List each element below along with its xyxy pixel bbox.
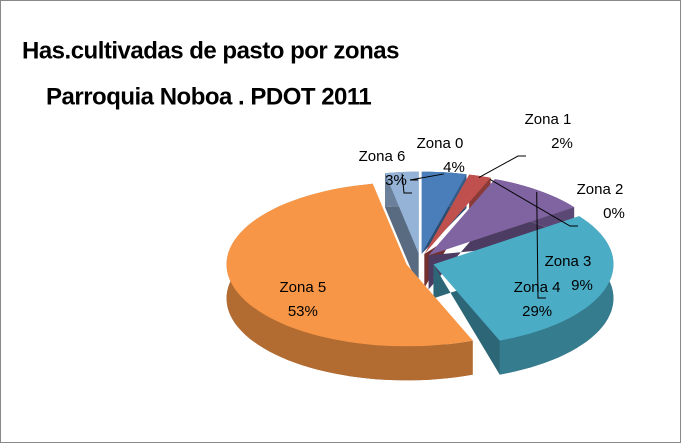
leader-line [536,191,546,299]
leader-line [401,173,412,194]
data-label-name: Zona 5 [279,279,326,296]
data-label: 29% [522,303,552,320]
slice [424,174,491,255]
data-label-name: Zona 0 [417,135,464,152]
data-label-name: Zona 1 [525,111,572,128]
data-label-name: Zona 2 [577,181,624,198]
data-label: 53% [288,303,318,320]
data-label-name: Zona 4 [514,279,561,296]
leader-line [489,179,578,227]
data-label-name: Zona 3 [545,253,592,270]
leader-line [409,173,444,181]
leader-line [478,155,526,179]
slice [385,171,419,254]
chart-title: Parroquia Noboa . PDOT 2011 [46,83,371,110]
slice [433,216,614,341]
data-label: 4% [443,159,465,176]
slice [428,179,575,256]
slice-wall [499,216,614,375]
data-label: 9% [571,277,593,294]
data-label: 3% [385,172,407,189]
chart-title: Has.cultivadas de pasto por zonas [22,37,399,64]
slice [421,171,467,254]
data-label: 2% [551,135,573,152]
data-label: 0% [603,205,625,222]
data-label-name: Zona 6 [359,148,406,165]
pie-tops [226,171,614,347]
slice [226,183,473,347]
